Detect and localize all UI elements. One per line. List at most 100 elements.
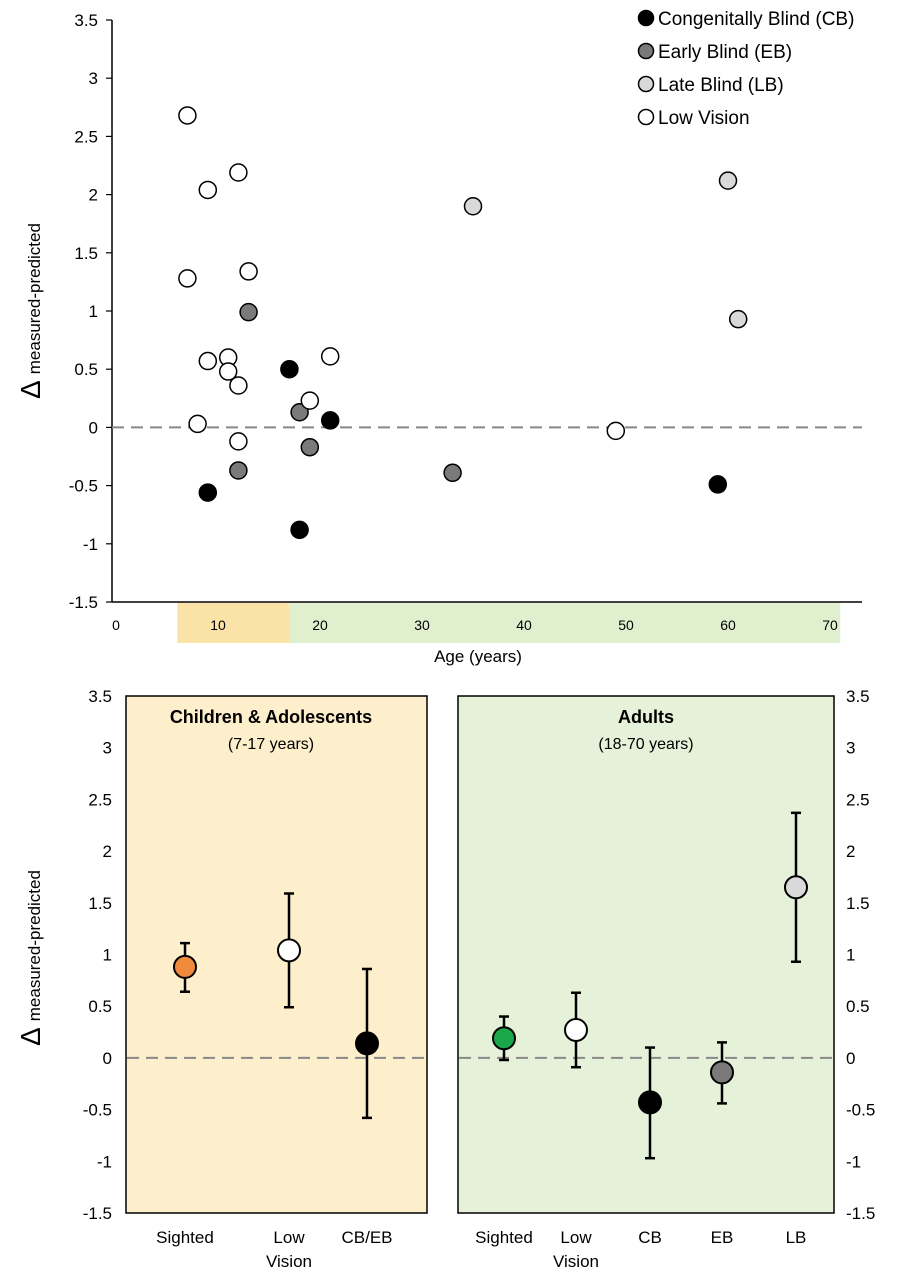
- x-tick-label: 10: [210, 617, 226, 633]
- children-mean-point: [277, 938, 301, 963]
- adults-mean-point: [784, 875, 808, 900]
- svg-text:Δmeasured-predicted: Δmeasured-predicted: [15, 870, 46, 1046]
- point-congenitally-blind-cb--1: [280, 359, 299, 379]
- left-y-tick-label: -1.5: [83, 1204, 112, 1223]
- adults-mean-point: [564, 1017, 588, 1042]
- right-y-tick-label: 0: [846, 1049, 855, 1068]
- delta-symbol: Δ: [15, 380, 46, 399]
- y-tick-label: 1: [89, 302, 98, 321]
- right-y-tick-label: -0.5: [846, 1101, 875, 1120]
- point-early-blind-eb--2: [290, 403, 309, 422]
- svg-text:Δmeasured-predicted: Δmeasured-predicted: [15, 223, 46, 399]
- adults-panel-subtitle: (18-70 years): [598, 736, 693, 753]
- children-panel-background: [125, 695, 428, 1214]
- x-tick-label: 40: [516, 617, 532, 633]
- x-tick-label: 30: [414, 617, 430, 633]
- x-tick-label: 60: [720, 617, 736, 633]
- point-early-blind-eb--0: [239, 302, 258, 322]
- point-low-vision-12: [300, 391, 320, 410]
- y-axis-title: Δmeasured-predicted: [15, 223, 46, 399]
- children-category-label: Sighted: [156, 1228, 214, 1247]
- children-mean-point: [355, 1031, 379, 1056]
- adults-mean-point: [638, 1090, 662, 1115]
- y-tick-label: -1.5: [69, 593, 98, 612]
- right-y-tick-label: 1.5: [846, 894, 870, 913]
- adults-category-label: CB: [638, 1228, 662, 1247]
- point-late-blind-lb--0: [463, 196, 483, 216]
- left-y-tick-label: 2: [103, 842, 112, 861]
- legend-label: Low Vision: [658, 108, 750, 129]
- point-low-vision-2: [229, 163, 248, 182]
- legend-label: Late Blind (LB): [658, 75, 784, 96]
- y-tick-label: -0.5: [69, 477, 98, 496]
- legend-label: Early Blind (EB): [658, 42, 792, 63]
- left-y-tick-label: 0.5: [88, 997, 112, 1016]
- left-y-tick-label: 1: [103, 946, 112, 965]
- y-tick-label: -1: [83, 535, 98, 554]
- adults-category-label: Vision: [553, 1252, 599, 1270]
- point-low-vision-3: [178, 269, 197, 288]
- adults-panel-background: [457, 695, 835, 1214]
- left-y-tick-label: 0: [103, 1049, 112, 1068]
- y-tick-label: 0.5: [74, 360, 98, 379]
- left-y-tick-label: 3: [103, 739, 112, 758]
- point-early-blind-eb--1: [229, 461, 248, 480]
- adults-panel-title: Adults: [618, 707, 674, 727]
- left-y-tick-label: 2.5: [88, 790, 112, 809]
- x-tick-label: 20: [312, 617, 328, 633]
- adults-category-label: Low: [560, 1228, 592, 1247]
- legend-marker: [637, 108, 655, 126]
- point-low-vision-5: [198, 351, 218, 371]
- right-y-tick-labels: 3.5 3 2.5 2 1.5 1 0.5 0 -0.5 -1 -1.5: [846, 687, 875, 1223]
- adults-category-label: Sighted: [475, 1228, 533, 1247]
- x-tick-label: 0: [112, 617, 120, 633]
- y-tick-label: 2: [89, 186, 98, 205]
- x-tick-label: 50: [618, 617, 634, 633]
- children-category-label: Vision: [266, 1252, 312, 1270]
- legend-marker: [637, 42, 655, 60]
- children-panel-title: Children & Adolescents: [170, 707, 372, 727]
- y-tick-label: 0: [89, 418, 98, 437]
- y-tick-labels: 3.5 3 2.5 2 1.5 1 0.5 0 -0.5 -1 -1.5: [69, 11, 112, 612]
- point-low-vision-13: [606, 421, 626, 441]
- x-tick-labels: 0 10 20 30 40 50 60 70: [112, 617, 838, 633]
- point-low-vision-7: [218, 362, 238, 381]
- adults-mean-point: [710, 1060, 734, 1085]
- right-y-tick-label: 3.5: [846, 687, 870, 706]
- left-y-tick-label: -1: [97, 1152, 112, 1171]
- children-data-points: [173, 892, 379, 1120]
- right-y-tick-label: 3: [846, 739, 855, 758]
- age-scatter-chart: 3.5 3 2.5 2 1.5 1 0.5 0 -0.5 -1 -1.5 0 10 20 30 40 50 60…: [15, 9, 862, 666]
- point-congenitally-blind-cb--2: [290, 520, 309, 540]
- y-tick-label: 3.5: [74, 11, 98, 30]
- children-category-label: CB/EB: [341, 1228, 392, 1247]
- right-y-tick-label: 1: [846, 946, 855, 965]
- children-mean-point: [173, 954, 197, 979]
- point-congenitally-blind-cb--4: [708, 475, 728, 494]
- point-low-vision-10: [229, 432, 248, 451]
- adults-mean-point: [492, 1026, 516, 1051]
- x-tick-label: 70: [822, 617, 838, 633]
- point-early-blind-eb--4: [443, 463, 462, 483]
- point-low-vision-0: [178, 106, 197, 125]
- legend-marker: [637, 9, 655, 27]
- children-panel-subtitle: (7-17 years): [228, 736, 314, 753]
- point-congenitally-blind-cb--0: [198, 483, 218, 502]
- point-low-vision-8: [229, 376, 248, 395]
- right-y-tick-label: 2.5: [846, 790, 870, 809]
- y-tick-label: 1.5: [74, 244, 98, 263]
- left-y-tick-labels: 3.5 3 2.5 2 1.5 1 0.5 0 -0.5 -1 -1.5: [83, 687, 112, 1223]
- point-low-vision-4: [239, 262, 258, 281]
- adults-category-label: LB: [786, 1228, 807, 1247]
- legend-label: Congenitally Blind (CB): [658, 9, 854, 30]
- right-y-tick-label: 2: [846, 842, 855, 861]
- children-category-label: Low: [273, 1228, 305, 1247]
- y-tick-label: 3: [89, 69, 98, 88]
- right-y-tick-label: 0.5: [846, 997, 870, 1016]
- adults-data-points: [492, 811, 808, 1160]
- point-congenitally-blind-cb--3: [320, 411, 340, 430]
- bottom-y-axis-title: Δmeasured-predicted: [15, 870, 46, 1046]
- right-y-tick-label: -1.5: [846, 1204, 875, 1223]
- point-low-vision-9: [188, 414, 207, 434]
